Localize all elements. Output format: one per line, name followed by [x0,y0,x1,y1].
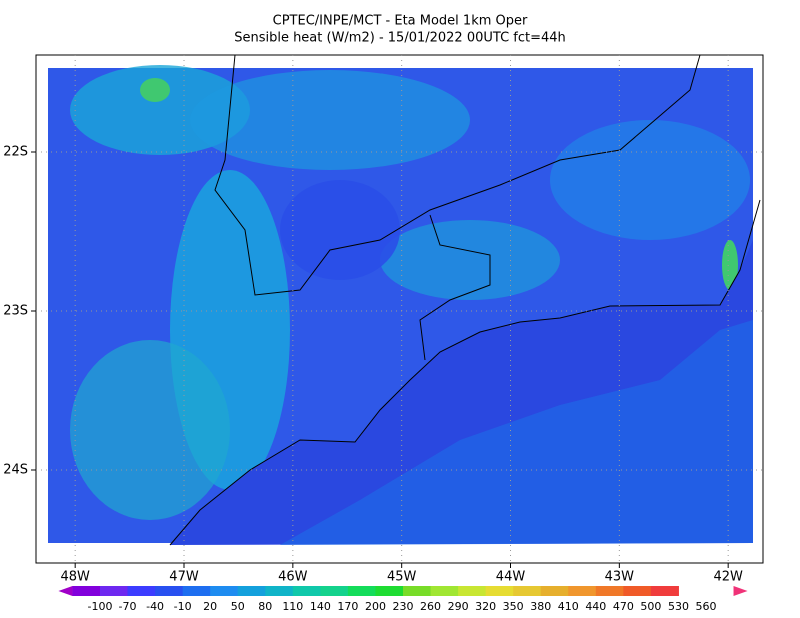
colorbar-box [182,586,211,596]
colorbar-label: 50 [231,600,245,613]
plot-frame [35,54,764,564]
subtitle: Sensible heat (W/m2) - 15/01/2022 00UTC … [234,31,566,46]
colorbar-label: 470 [613,600,634,613]
colorbar-box [568,586,597,596]
colorbar-label: 440 [585,600,606,613]
colorbar-box [237,586,266,596]
colorbar-label: -100 [88,600,113,613]
lon-label: 46W [278,570,308,585]
colorbar-box [72,586,101,596]
colorbar-label: 320 [475,600,496,613]
lon-label: 43W [605,570,635,585]
colorbar-label: 290 [448,600,469,613]
warm-patch [190,70,470,170]
colorbar-box [430,586,459,596]
colorbar-box [485,586,514,596]
colorbar-label: -10 [174,600,192,613]
colorbar-box [292,586,321,596]
colorbar-label: 20 [203,600,217,613]
cool-patch [280,180,400,280]
colorbar-label: 410 [558,600,579,613]
colorbar-arrow [733,586,748,596]
colorbar-label: 530 [668,600,689,613]
colorbar-label: 170 [337,600,358,613]
coastline [169,199,761,546]
colorbar-box [320,586,349,596]
lat-label: 24S [3,462,28,477]
lon-label: 48W [60,570,90,585]
colorbar-label: 350 [503,600,524,613]
field [48,54,761,546]
hot-spot [140,78,170,102]
colorbar-box [100,586,129,596]
colorbar-box [127,586,156,596]
colorbar-label: 380 [530,600,551,613]
colorbar-box [458,586,487,596]
lon-label: 45W [387,570,417,585]
colorbar-box [540,586,569,596]
colorbar-label: 500 [640,600,661,613]
lon-label: 42W [713,570,743,585]
ocean-outer [280,320,753,545]
colorbar-label: -70 [119,600,137,613]
colorbar-label: 230 [393,600,414,613]
warm-patch [380,220,560,300]
state-border [419,214,491,361]
warm-patch [70,340,230,520]
colorbar-label: -40 [146,600,164,613]
colorbar-box [513,586,542,596]
warm-patch [550,120,750,240]
colorbar-box [595,586,624,596]
colorbar-label: 200 [365,600,386,613]
colorbar-label: 110 [282,600,303,613]
colorbar-box [623,586,652,596]
lon-label: 44W [496,570,526,585]
lon-label: 47W [169,570,199,585]
colorbar-box [375,586,404,596]
hot-spot [722,240,738,290]
colorbar-label: 560 [696,600,717,613]
colorbar-box [155,586,184,596]
colorbar-arrow [58,586,73,596]
lat-label: 23S [3,303,28,318]
colorbar-box [347,586,376,596]
lat-label: 22S [3,144,28,159]
colorbar-label: 140 [310,600,331,613]
colorbar-box [650,586,679,596]
colorbar: -100 -70 -40 -10 20 50 80 110 140 170 200 230 260 290… [58,586,748,613]
colorbar-label: 260 [420,600,441,613]
colorbar-box [210,586,239,596]
title: CPTEC/INPE/MCT - Eta Model 1km Oper [273,14,528,29]
colorbar-box [265,586,294,596]
colorbar-box [403,586,432,596]
colorbar-label: 80 [258,600,272,613]
state-border [214,54,701,296]
